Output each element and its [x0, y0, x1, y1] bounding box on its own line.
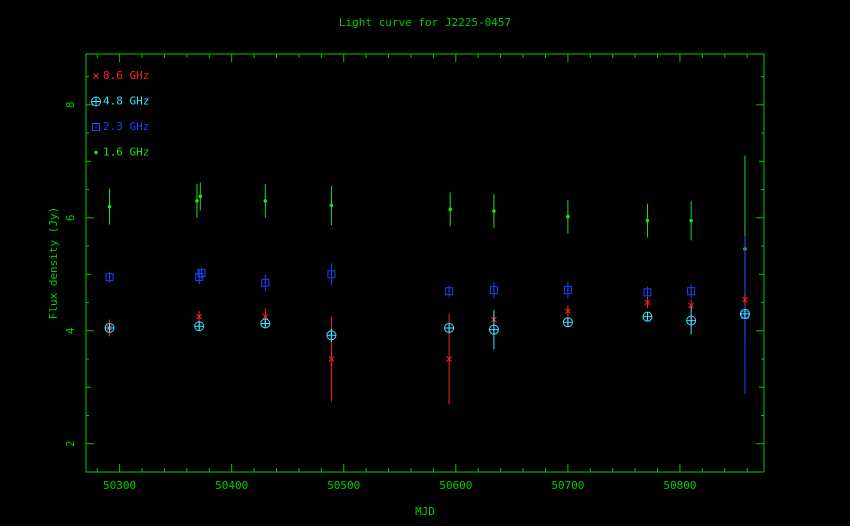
- data-point: [445, 287, 454, 296]
- y-tick-label: 4: [64, 327, 77, 334]
- data-point: [197, 269, 206, 278]
- y-axis-label: Flux density (Jy): [47, 207, 60, 320]
- data-point: [329, 203, 334, 208]
- data-point: [448, 207, 453, 212]
- data-point: [446, 356, 452, 362]
- y-tick-label: 2: [64, 440, 77, 447]
- legend: 8.6 GHz 4.8 GHz 2.3 GHz 1.6 GHz: [91, 69, 149, 159]
- data-point: [194, 321, 205, 332]
- data-point: [686, 315, 697, 326]
- data-point: [328, 356, 335, 362]
- data-point: [643, 288, 652, 297]
- data-point: [563, 286, 572, 295]
- data-point: [198, 194, 203, 199]
- legend-label: 2.3 GHz: [103, 120, 149, 133]
- series-8-6-ghz: [106, 294, 748, 405]
- data-point: [444, 322, 455, 333]
- data-point: [195, 199, 199, 203]
- data-point: [742, 296, 748, 303]
- data-point: [644, 299, 651, 306]
- series-layer: [104, 155, 750, 405]
- data-point: [562, 317, 573, 328]
- data-point: [196, 313, 203, 320]
- x-tick-label: 50400: [215, 479, 248, 492]
- data-point: [262, 313, 269, 320]
- data-point: [688, 302, 695, 309]
- data-point: [105, 273, 114, 282]
- data-point: [489, 286, 498, 295]
- legend-label: 1.6 GHz: [103, 146, 149, 159]
- x-tick-label: 50300: [103, 479, 136, 492]
- plot-frame: [85, 53, 765, 473]
- data-point: [739, 308, 750, 319]
- legend-item: 4.8 GHz: [91, 95, 149, 108]
- series-4-8-ghz: [104, 306, 750, 350]
- data-point: [107, 204, 112, 209]
- data-point: [260, 318, 271, 329]
- legend-item: 8.6 GHz: [93, 69, 149, 82]
- x-axis-label: MJD: [415, 505, 435, 518]
- legend-marker: [91, 96, 101, 107]
- data-point: [327, 270, 336, 279]
- y-tick-label: 6: [64, 214, 77, 221]
- legend-item: 2.3 GHz: [92, 120, 149, 133]
- data-point: [261, 278, 270, 287]
- data-point: [492, 209, 496, 213]
- data-point: [642, 311, 653, 322]
- data-point: [565, 308, 571, 314]
- legend-item: 1.6 GHz: [94, 146, 149, 159]
- chart-title: Light curve for J2225-0457: [339, 16, 511, 29]
- data-point: [689, 218, 693, 223]
- legend-label: 4.8 GHz: [103, 95, 149, 108]
- axis-ticks: [86, 54, 764, 472]
- y-tick-label: 8: [64, 102, 77, 109]
- x-tick-label: 50700: [551, 479, 584, 492]
- series-2-3-ghz: [105, 235, 749, 395]
- data-point: [104, 322, 115, 333]
- legend-marker: [93, 73, 99, 79]
- data-point: [566, 214, 570, 219]
- data-point: [263, 199, 268, 203]
- x-tick-label: 50500: [327, 479, 360, 492]
- data-point: [488, 324, 499, 335]
- x-tick-label: 50800: [663, 479, 696, 492]
- x-tick-label: 50600: [439, 479, 472, 492]
- legend-marker: [94, 150, 98, 155]
- legend-label: 8.6 GHz: [103, 69, 149, 82]
- axis-tick-labels: 50300 50400 50500 50600 50700 50800 2 4 6 8: [64, 102, 697, 492]
- data-point: [687, 287, 696, 296]
- data-point: [326, 330, 337, 341]
- data-point: [645, 218, 650, 223]
- legend-marker: [92, 123, 100, 131]
